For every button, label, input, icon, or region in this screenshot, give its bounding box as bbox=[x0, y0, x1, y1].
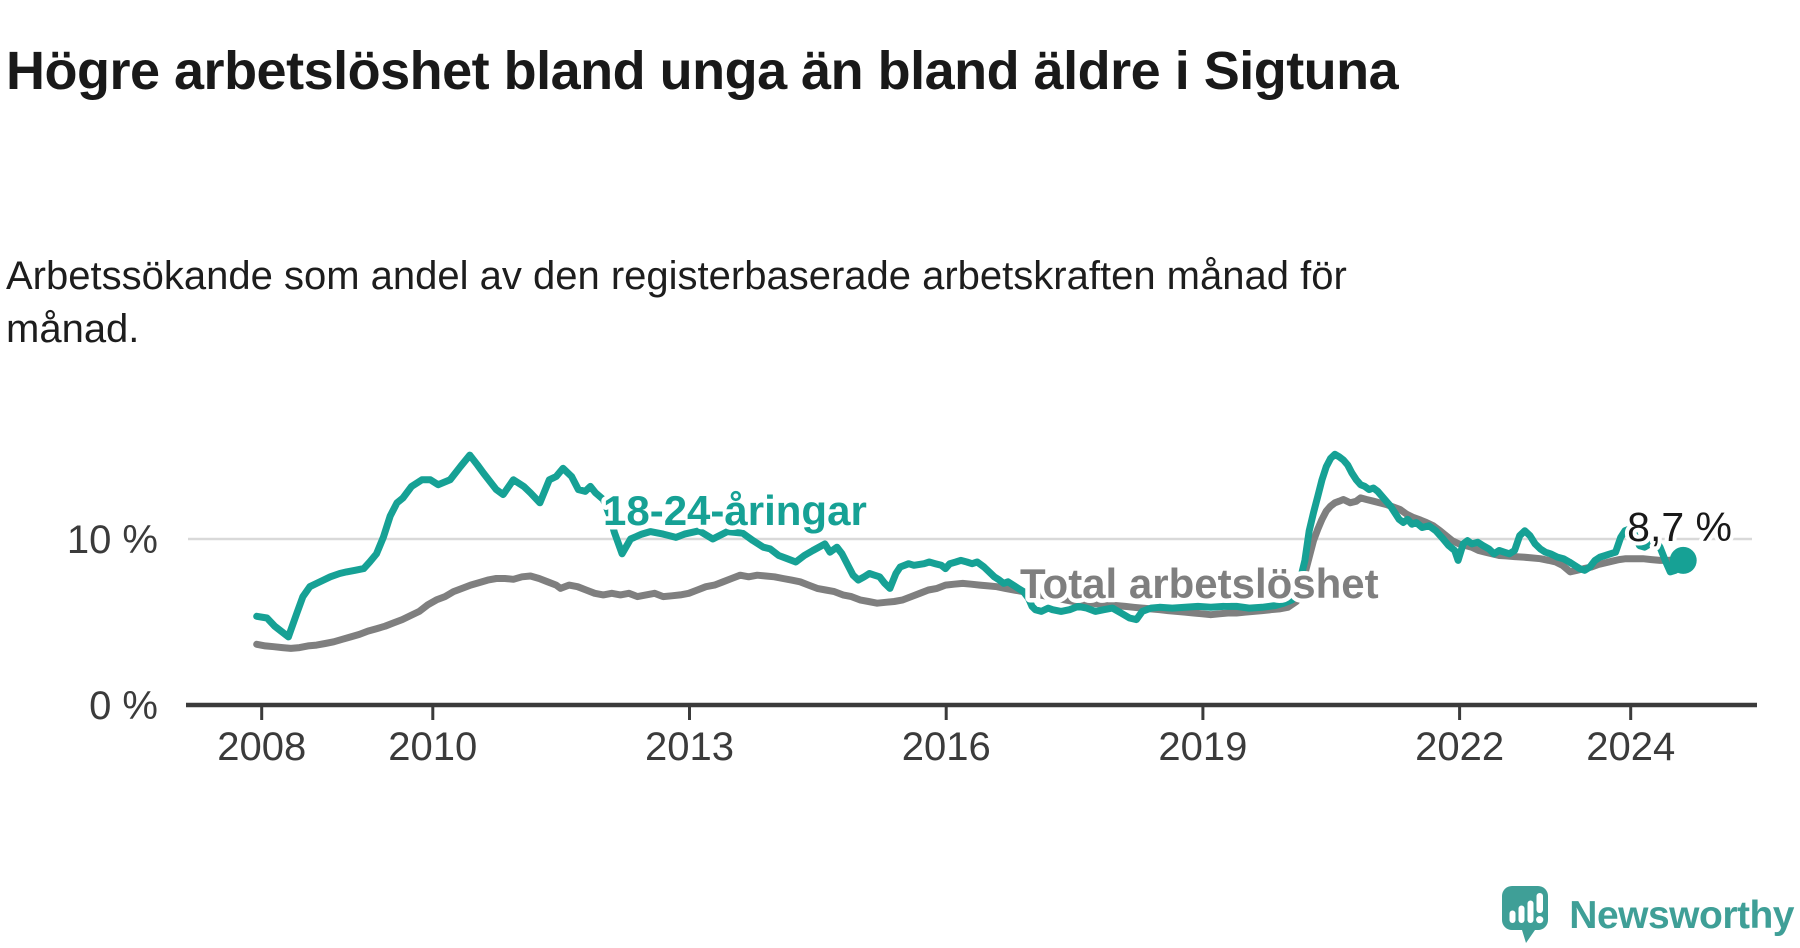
brand-name: Newsworthy bbox=[1569, 893, 1794, 937]
x-tick-label: 2010 bbox=[388, 725, 477, 769]
x-tick-label: 2013 bbox=[645, 725, 734, 769]
y-axis-label-0: 0 % bbox=[89, 684, 158, 728]
last-value-dot bbox=[1669, 546, 1697, 574]
x-tick-label: 2024 bbox=[1586, 725, 1675, 769]
x-tick-label: 2008 bbox=[217, 725, 306, 769]
x-tick-label: 2019 bbox=[1158, 725, 1247, 769]
chart-title: Högre arbetslöshet bland unga än bland ä… bbox=[6, 41, 1399, 102]
footer-brand: Newsworthy bbox=[1501, 885, 1794, 946]
series-label-total: Total arbetslöshet bbox=[1020, 560, 1379, 607]
series-label-youth: 18-24-åringar bbox=[603, 487, 867, 534]
logo-bar-chart-glyph bbox=[1509, 893, 1544, 924]
chart-subtitle: Arbetssökande som andel av den registerb… bbox=[6, 254, 1347, 351]
newsworthy-logo-icon bbox=[1502, 886, 1549, 943]
x-axis-tick-labels: 2008 2010 2013 2016 2019 2022 2024 bbox=[217, 725, 1675, 769]
x-axis-ticks bbox=[260, 707, 1633, 720]
last-value-annotation: 8,7 % bbox=[1627, 504, 1732, 550]
series-total-line bbox=[253, 494, 1687, 652]
x-tick-label: 2022 bbox=[1415, 725, 1504, 769]
series-youth-line bbox=[253, 450, 1687, 641]
y-axis-label-10: 10 % bbox=[67, 518, 158, 562]
x-tick-label: 2016 bbox=[902, 725, 991, 769]
